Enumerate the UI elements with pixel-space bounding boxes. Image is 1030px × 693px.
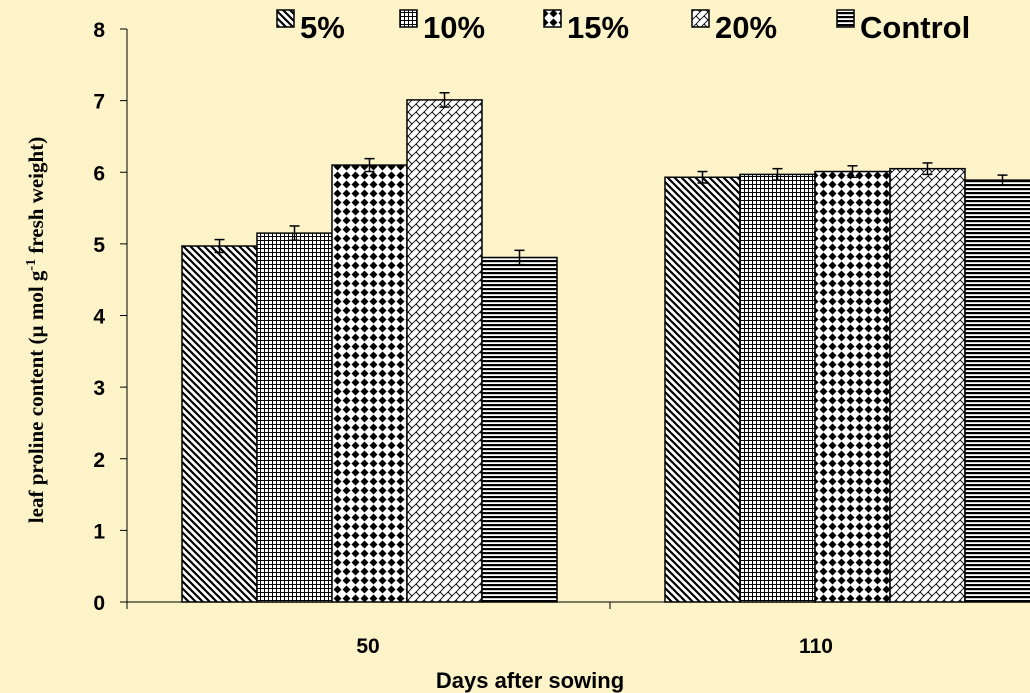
legend-item-15pct: 15% (543, 9, 629, 45)
y-axis-title-rest: fresh weight) (24, 137, 48, 259)
error-bar-10pct-50 (289, 225, 300, 242)
bar-20pct-50 (406, 99, 483, 603)
tick-labels: 0 1 2 3 4 5 6 7 8 50 110 (93, 19, 833, 658)
legend: 5% 10% 15% 20% Control (276, 9, 970, 45)
legend-item-5pct: 5% (276, 9, 345, 45)
error-bar-control-50 (514, 249, 525, 266)
error-bar-control-110 (997, 174, 1008, 186)
y-tick-label: 0 (93, 592, 105, 615)
y-tick-label: 1 (93, 520, 105, 543)
y-tick-label: 8 (93, 19, 105, 42)
legend-label: 20% (715, 10, 777, 45)
legend-label: 10% (423, 10, 485, 45)
legend-swatch (543, 9, 562, 28)
x-tick-label: 110 (799, 635, 833, 658)
y-tick-label: 5 (93, 234, 105, 257)
y-axis-title-superscript: -1 (24, 259, 39, 271)
y-tick-label: 6 (93, 162, 105, 185)
bar-5pct-110 (664, 176, 741, 603)
bar-15pct-110 (814, 170, 891, 603)
y-tick-label: 3 (93, 377, 105, 400)
bar-5pct-50 (181, 245, 258, 603)
error-bar-5pct-110 (697, 170, 708, 184)
legend-item-control: Control (836, 9, 970, 45)
legend-item-10pct: 10% (399, 9, 485, 45)
error-bar-20pct-110 (922, 162, 933, 176)
y-tick-label: 2 (93, 449, 105, 472)
x-axis-title: Days after sowing (436, 668, 624, 693)
bar-control-50 (481, 256, 558, 603)
error-bar-15pct-50 (364, 157, 375, 173)
error-bar-15pct-110 (847, 165, 858, 179)
legend-swatch (276, 9, 295, 28)
y-axis-title-main: leaf proline content (µ mol g (24, 270, 48, 523)
axes (120, 28, 1030, 609)
legend-item-20pct: 20% (691, 9, 777, 45)
bar-10pct-50 (256, 232, 333, 603)
legend-label: 5% (300, 10, 345, 45)
legend-label: Control (860, 10, 970, 45)
bars (181, 99, 1030, 603)
legend-swatch (399, 9, 418, 28)
error-bar-10pct-110 (772, 167, 783, 181)
y-tick-label: 7 (93, 91, 105, 114)
bar-10pct-110 (739, 173, 816, 603)
y-axis-title: leaf proline content (µ mol g-1 fresh we… (24, 137, 48, 523)
y-tick-label: 4 (93, 306, 105, 329)
bar-20pct-110 (889, 167, 966, 603)
error-bars (214, 91, 1008, 266)
x-tick-label: 50 (356, 635, 379, 658)
error-bar-20pct-50 (439, 91, 450, 108)
legend-label: 15% (567, 10, 629, 45)
bar-15pct-50 (331, 164, 408, 603)
error-bar-5pct-50 (214, 238, 225, 254)
legend-swatch (836, 9, 855, 28)
legend-swatch (691, 9, 710, 28)
bar-control-110 (964, 179, 1030, 603)
